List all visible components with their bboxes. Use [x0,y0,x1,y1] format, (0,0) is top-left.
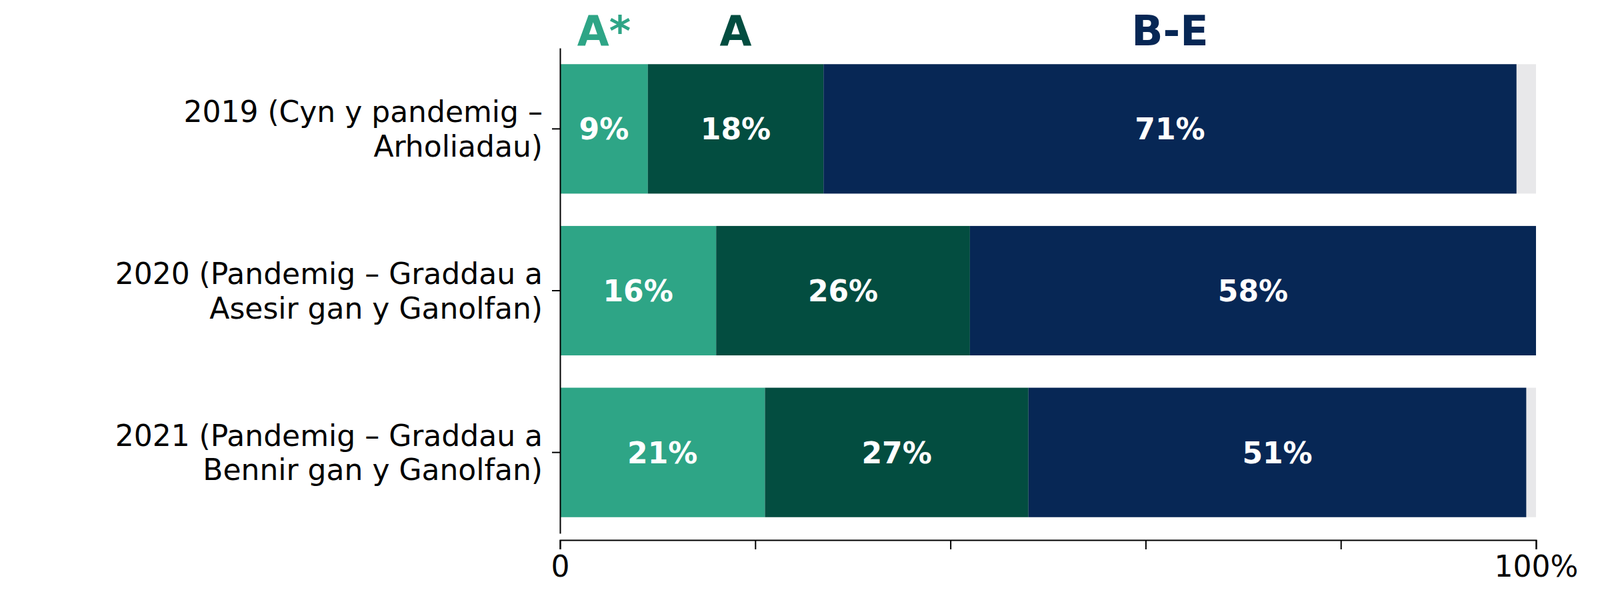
chart: 9% 16% 21% 18% 26% 27% 71% 58% 51% A* A B-E 0 100% 201… [0,0,1600,600]
bars [560,64,1536,517]
y-tick-mark [552,128,560,130]
x-tick-mark [1145,540,1147,550]
bar-segment [970,226,1536,356]
data-labels: 9% 16% 21% 18% 26% 27% 71% 58% 51% [579,112,1313,470]
legend-entry: B-E [1131,6,1208,56]
data-label: 9% [579,112,630,146]
legend-entry: A* [577,6,631,56]
bar-track [560,226,1536,356]
data-label: 18% [700,112,771,146]
bar-segment [560,388,765,518]
data-label: 26% [808,274,878,308]
data-label: 21% [627,436,698,470]
x-tick-mark [754,540,756,550]
y-tick-mark [552,452,560,454]
legend: A* A B-E [577,6,1209,56]
y-tick-label: 2020 (Pandemig – Graddau aAsesir gan y G… [115,256,543,326]
y-tick: 2020 (Pandemig – Graddau aAsesir gan y G… [115,256,560,326]
bar-segment [1028,388,1527,518]
y-tick-label: 2021 (Pandemig – Graddau aBennir gan y G… [115,418,543,488]
y-tick: 2019 (Cyn y pandemig –Arholiadau) [183,94,560,164]
x-axis: 0 100% [551,540,1579,584]
bar-segment [764,388,1028,518]
x-axis-line [560,540,1537,550]
x-tick [755,540,756,550]
bar-segment [560,64,648,194]
bar-segment [823,64,1516,194]
y-tick-mark [552,290,560,292]
legend-entry: A [720,6,752,56]
bar-segment [560,226,716,356]
x-tick-mark [950,540,952,550]
y-tick-label: 2019 (Cyn y pandemig –Arholiadau) [183,94,543,164]
y-axis: 2019 (Cyn y pandemig –Arholiadau) 2020 (P… [115,48,561,534]
y-tick: 2021 (Pandemig – Graddau aBennir gan y G… [115,418,560,488]
x-tick: 0 [551,540,570,584]
x-tick [1145,540,1146,550]
x-tick-mark [1340,540,1342,550]
bar-segment [716,226,970,356]
data-label: 16% [602,274,673,308]
x-tick-mark [560,540,562,550]
x-tick [1340,540,1342,550]
bar-track [560,64,1536,194]
x-tick-mark [1536,540,1538,550]
data-label: 58% [1218,274,1288,308]
data-label: 71% [1134,112,1205,146]
data-label: 51% [1242,436,1312,470]
x-tick: 100% [1494,540,1579,584]
bar-segment [648,64,824,194]
data-label: 27% [861,436,932,470]
x-tick-label: 0 [551,549,570,584]
bar-track [560,388,1536,518]
x-tick-label: 100% [1494,549,1579,584]
x-tick [950,540,952,550]
